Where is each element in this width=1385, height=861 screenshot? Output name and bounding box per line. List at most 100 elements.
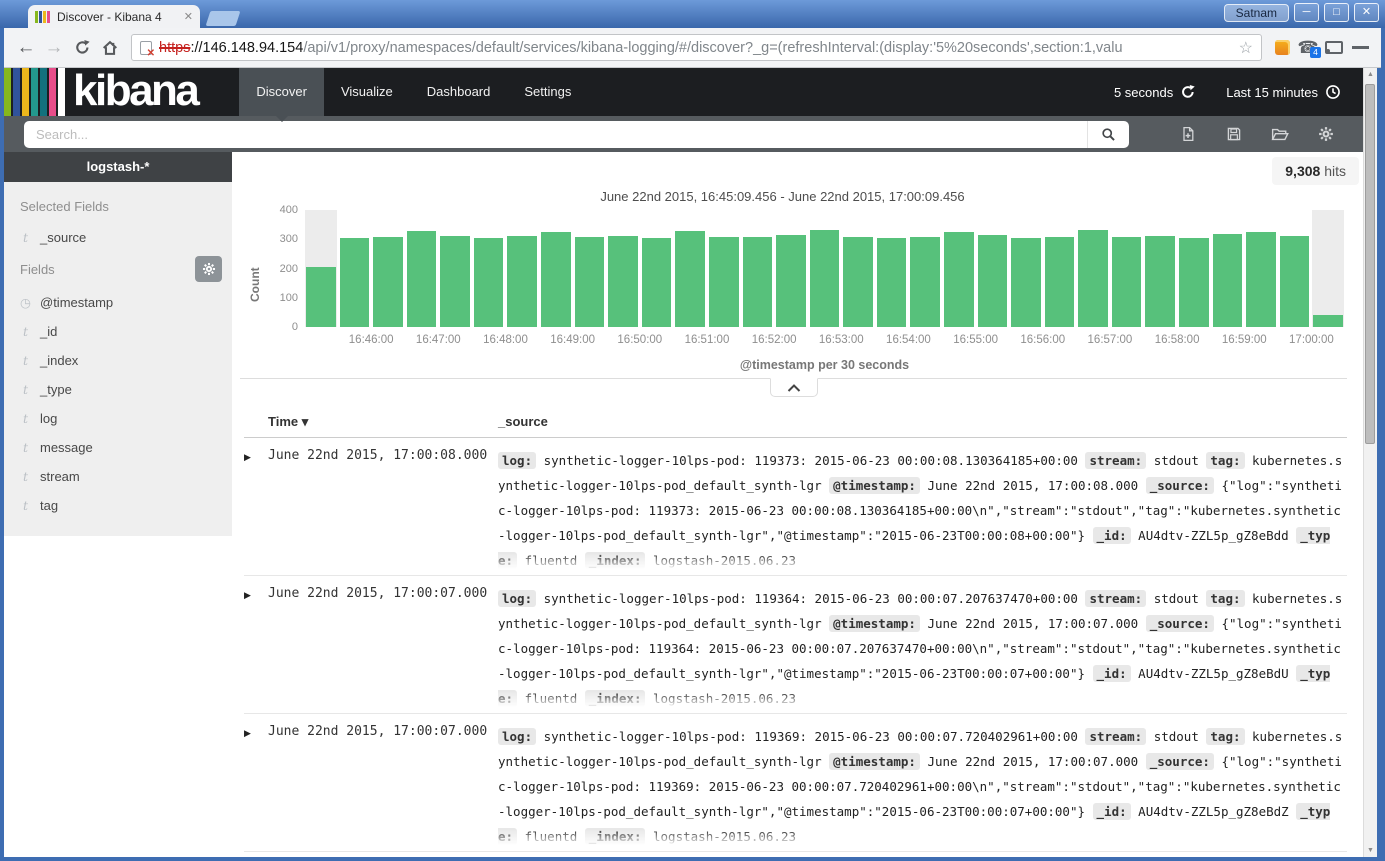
kibana-navbar: kibana Discover Visualize Dashboard Setting… (4, 68, 1363, 122)
histogram-bar[interactable] (942, 210, 976, 327)
field-item-type[interactable]: t _type (4, 375, 232, 404)
search-button[interactable] (1087, 120, 1129, 148)
histogram-bar[interactable] (1278, 210, 1312, 327)
column-header-time[interactable]: Time ▾ (268, 414, 309, 429)
histogram-bar[interactable] (1244, 210, 1278, 327)
nav-item-discover[interactable]: Discover (239, 68, 324, 122)
bar-value-313 (776, 235, 806, 327)
histogram-bar[interactable] (573, 210, 607, 327)
x-tick-label: 16:47:00 (415, 334, 461, 346)
nav-item-settings[interactable]: Settings (524, 84, 572, 99)
histogram-bar[interactable] (338, 210, 372, 327)
bar-value-307 (574, 237, 605, 327)
new-search-button[interactable] (1165, 126, 1211, 142)
chrome-menu-icon[interactable] (1347, 44, 1373, 52)
profile-button[interactable]: Satnam (1223, 3, 1289, 22)
table-row: ▶ June 22nd 2015, 17:00:07.000 log: synthe… (244, 714, 1347, 852)
histogram-bar[interactable] (606, 210, 640, 327)
bookmark-star-icon[interactable]: ☆ (1238, 39, 1253, 57)
histogram-bar[interactable] (405, 210, 439, 327)
histogram-bar[interactable] (808, 210, 842, 327)
sort-caret-icon: ▾ (301, 414, 309, 429)
histogram-bar[interactable] (774, 210, 808, 327)
histogram-bar[interactable] (1143, 210, 1177, 327)
field-item-message[interactable]: t message (4, 433, 232, 462)
x-tick-label: 16:53:00 (818, 334, 864, 346)
collapse-chart-button[interactable] (769, 378, 818, 397)
histogram-bar[interactable] (908, 210, 942, 327)
row-expand-caret[interactable]: ▶ (244, 590, 251, 600)
histogram-bar[interactable] (976, 210, 1010, 327)
home-button[interactable] (96, 39, 124, 57)
field-item-tag[interactable]: t tag (4, 491, 232, 520)
histogram-bar[interactable] (1311, 210, 1345, 327)
scrollbar-thumb[interactable] (1365, 84, 1375, 444)
column-header-source[interactable]: _source (498, 414, 548, 429)
index-pattern-header[interactable]: logstash-* (4, 152, 232, 182)
settings-button[interactable] (1303, 126, 1349, 142)
histogram-bar[interactable] (673, 210, 707, 327)
phone-extension-icon[interactable]: ☎ 4 (1295, 39, 1321, 58)
insecure-page-icon[interactable] (140, 40, 155, 59)
open-search-button[interactable] (1257, 127, 1303, 142)
histogram-bar[interactable] (1177, 210, 1211, 327)
save-search-button[interactable] (1211, 126, 1257, 142)
page-scrollbar[interactable]: ▲ ▼ (1363, 68, 1377, 857)
browser-tab[interactable]: Discover - Kibana 4 ✕ (28, 5, 200, 28)
y-tick-label: 400 (279, 204, 298, 216)
new-tab-button[interactable] (205, 11, 241, 26)
maximize-button[interactable]: □ (1324, 3, 1349, 22)
field-item-id[interactable]: t _id (4, 317, 232, 346)
y-axis-label: Count (248, 267, 262, 302)
scroll-down-arrow[interactable]: ▼ (1367, 847, 1374, 854)
histogram-bar[interactable] (1076, 210, 1110, 327)
close-button[interactable]: ✕ (1354, 3, 1379, 22)
histogram-bar[interactable] (1110, 210, 1144, 327)
field-name: _source (40, 230, 87, 245)
field-settings-button[interactable] (195, 256, 222, 282)
x-tick-label: 16:50:00 (617, 334, 663, 346)
histogram-bar[interactable] (707, 210, 741, 327)
minimize-button[interactable]: ─ (1294, 3, 1319, 22)
kibana-logo: kibana (4, 68, 207, 116)
histogram-bar[interactable] (539, 210, 573, 327)
x-tick-label: 16:49:00 (550, 334, 596, 346)
bar-value-307 (1111, 237, 1142, 327)
y-tick-label: 300 (279, 233, 298, 246)
row-expand-caret[interactable]: ▶ (244, 452, 251, 462)
field-item-stream[interactable]: t stream (4, 462, 232, 491)
extension-icon[interactable] (1269, 40, 1295, 55)
histogram-bar[interactable] (841, 210, 875, 327)
histogram-bar[interactable] (1211, 210, 1245, 327)
url-bar[interactable]: https ://146.148.94.154 /api/v1/proxy/na… (131, 34, 1262, 61)
field-item-source[interactable]: t _source (4, 223, 232, 252)
bar-value-325 (1246, 231, 1276, 327)
histogram-bar[interactable] (875, 210, 909, 327)
field-item-log[interactable]: t log (4, 404, 232, 433)
histogram-bar[interactable] (1043, 210, 1077, 327)
histogram-bar[interactable] (1009, 210, 1043, 327)
field-item-index[interactable]: t _index (4, 346, 232, 375)
histogram-bar[interactable] (304, 210, 338, 327)
search-input[interactable] (24, 120, 1087, 148)
time-range-control[interactable]: Last 15 minutes (1226, 84, 1341, 100)
nav-item-visualize[interactable]: Visualize (340, 84, 393, 99)
back-button[interactable]: ← (16, 36, 36, 58)
field-name: _type (40, 382, 72, 397)
cast-icon[interactable] (1321, 41, 1347, 54)
fields-sidebar: logstash-* Selected Fields t _source Fiel… (4, 152, 232, 536)
histogram-bar[interactable] (472, 210, 506, 327)
refresh-interval-control[interactable]: 5 seconds (1114, 84, 1196, 100)
histogram-bar[interactable] (741, 210, 775, 327)
histogram-bar[interactable] (371, 210, 405, 327)
nav-item-dashboard[interactable]: Dashboard (426, 84, 491, 99)
histogram-bar[interactable] (640, 210, 674, 327)
histogram-bar[interactable] (438, 210, 472, 327)
histogram-bar[interactable] (505, 210, 539, 327)
scroll-up-arrow[interactable]: ▲ (1367, 71, 1374, 78)
tab-close-icon[interactable]: ✕ (183, 11, 193, 23)
field-item-timestamp[interactable]: ◷ @timestamp (4, 288, 232, 317)
reload-button[interactable] (68, 39, 96, 56)
row-expand-caret[interactable]: ▶ (244, 728, 251, 738)
x-tick-label: 16:46:00 (348, 334, 394, 346)
